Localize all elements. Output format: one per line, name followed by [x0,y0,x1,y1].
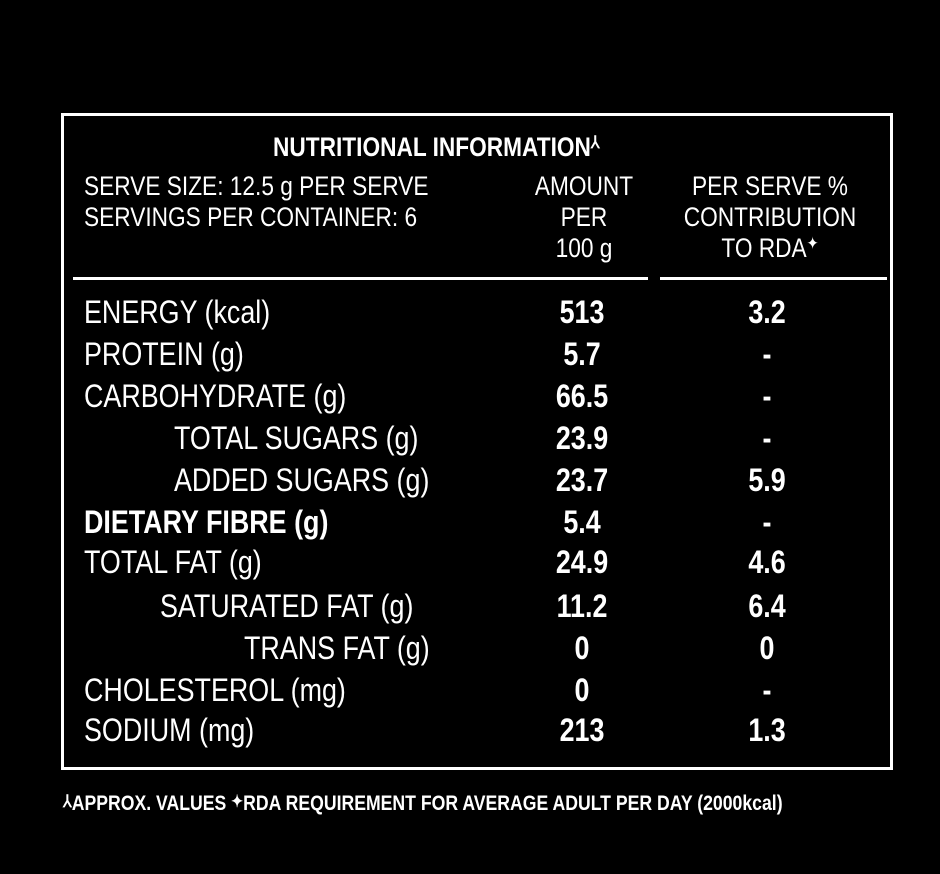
servings-per-container: SERVINGS PER CONTAINER: 6 [84,202,418,232]
serve-size: SERVE SIZE: 12.5 g PER SERVE [84,171,429,201]
amount-per-100g: 0 [574,630,590,666]
nutrient-label: TOTAL SUGARS (g) [174,420,419,456]
nutrition-panel: NUTRITIONAL INFORMATION⅄ SERVE SIZE: 12.… [61,113,893,770]
rda-contribution: - [762,420,772,456]
rda-header-1: PER SERVE % [692,171,848,201]
nutrient-label: SATURATED FAT (g) [160,588,414,624]
rda-contribution: - [762,504,772,540]
amount-header-3: 100 g [555,233,613,263]
amount-per-100g: 213 [559,712,605,748]
rda-contribution: - [762,672,772,708]
nutrient-label: PROTEIN (g) [84,336,244,372]
rda-contribution: - [762,336,772,372]
header-rule-left [73,277,648,280]
title-text: NUTRITIONAL INFORMATION [273,132,591,162]
amount-per-100g: 66.5 [555,378,609,414]
footnote-approx-text: APPROX. VALUES [71,792,232,815]
amount-per-100g: 23.9 [555,420,609,456]
nutrient-label: DIETARY FIBRE (g) [84,504,329,540]
nutrient-label: SODIUM (mg) [84,712,255,748]
rda-contribution: 4.6 [748,544,786,580]
rda-mark-icon: ✦ [806,234,819,253]
rda-contribution: 0 [759,630,775,666]
amount-per-100g: 0 [574,672,590,708]
amount-per-100g: 513 [559,294,605,330]
rda-contribution: 6.4 [748,588,786,624]
nutrient-label: ADDED SUGARS (g) [174,462,430,498]
nutrient-label: TOTAL FAT (g) [84,544,262,580]
amount-per-100g: 5.4 [563,504,601,540]
footnote: ⅄APPROX. VALUES ✦RDA REQUIREMENT FOR AVE… [63,792,783,816]
amount-per-100g: 24.9 [555,544,609,580]
rda-header-3: TO RDA✦ [721,235,818,262]
rda-contribution: 3.2 [748,294,786,330]
approx-mark-icon: ⅄ [63,792,72,811]
approx-mark-icon: ⅄ [590,133,600,152]
amount-per-100g: 5.7 [563,336,601,372]
amount-header-2: PER [560,202,608,232]
amount-per-100g: 23.7 [555,462,609,498]
rda-mark-icon: ✦ [231,792,244,811]
amount-header-1: AMOUNT [534,171,634,201]
panel-title: NUTRITIONAL INFORMATION⅄ [273,134,600,161]
rda-header-3-text: TO RDA [721,233,807,263]
rda-contribution: - [762,378,772,414]
rda-contribution: 1.3 [748,712,786,748]
footnote-rda-text: RDA REQUIREMENT FOR AVERAGE ADULT PER DA… [243,792,783,815]
nutrient-label: ENERGY (kcal) [84,294,271,330]
nutrient-label: CHOLESTEROL (mg) [84,672,346,708]
header-rule-right [660,277,887,280]
nutrient-label: CARBOHYDRATE (g) [84,378,347,414]
rda-contribution: 5.9 [748,462,786,498]
rda-header-2: CONTRIBUTION [683,202,857,232]
nutrient-label: TRANS FAT (g) [244,630,430,666]
amount-per-100g: 11.2 [556,588,608,624]
